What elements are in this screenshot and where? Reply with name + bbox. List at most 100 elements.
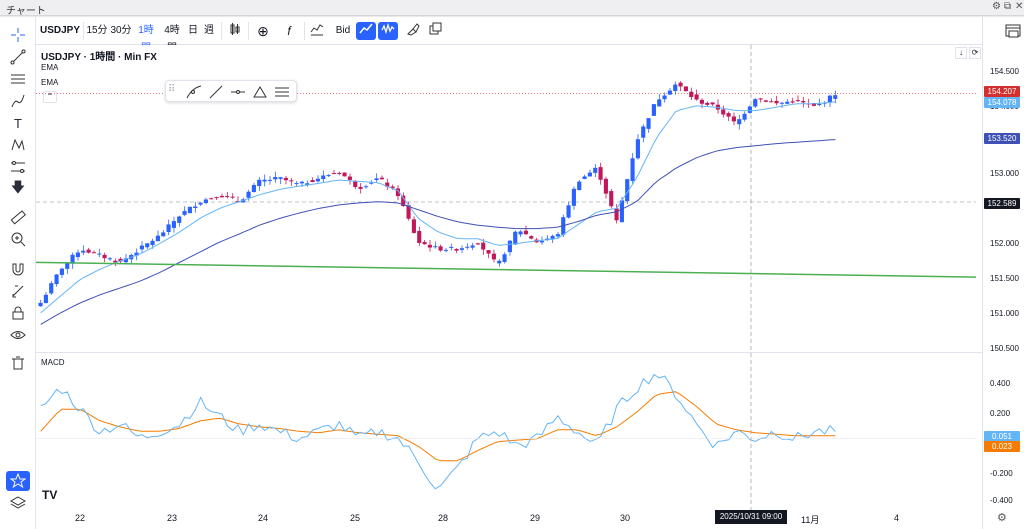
candle [454,248,459,251]
candle [273,176,278,180]
snapshot-icon[interactable] [426,22,444,40]
lock-icon[interactable] [6,303,30,323]
candle [43,294,48,304]
line-tool-icon[interactable] [208,84,224,100]
candle [406,205,411,219]
candle [347,176,352,180]
interval-4h[interactable]: 4時間 [164,25,180,54]
pen-tool-icon[interactable] [6,91,30,111]
candle [214,197,219,199]
candle [209,198,214,200]
indicators-icon[interactable]: f [287,24,291,38]
candle [539,240,544,243]
drag-handle-icon[interactable]: ⠿ [168,84,176,95]
popout-icon[interactable]: ⧉ [1004,1,1012,12]
layers-icon[interactable] [6,493,30,513]
interval-1h[interactable]: 1時間 [138,25,154,54]
ema-fast-label[interactable]: EMA [41,63,59,72]
line-chart-icon[interactable] [356,22,376,40]
brush-icon[interactable] [404,22,422,40]
macd-label[interactable]: MACD [41,358,65,367]
candle [91,252,96,254]
trendline-tool-icon[interactable] [6,47,30,67]
candle [118,258,123,262]
candle-type-icon[interactable] [226,22,244,40]
time-tick: 29 [530,513,541,523]
collapse-legend-button[interactable]: ⌃ [43,91,57,103]
channel-tool-icon[interactable] [274,84,290,100]
symbol-selector[interactable]: USDJPY [40,25,81,36]
interval-day[interactable]: 日 [188,25,198,36]
add-compare-icon[interactable]: ⊕ [257,23,269,39]
pattern-tool-icon[interactable] [6,135,30,155]
wave-chart-icon[interactable] [378,22,398,40]
candle [251,185,256,193]
interval-30m[interactable]: 30分 [110,25,132,36]
candle [801,100,806,103]
price-tick: 152.000 [990,239,1019,248]
candle [550,235,555,239]
horizontal-lines-icon[interactable] [6,69,30,89]
candle [326,175,331,177]
chart-legend-title: USDJPY · 1時間 · Min FX [41,52,157,63]
window-titlebar: チャート ⚙ ⧉ ✕ [0,0,1024,17]
hline-tool-icon[interactable] [230,84,246,100]
candle [225,195,230,197]
candle [230,196,235,198]
axis-settings-icon[interactable]: ⚙ [997,512,1007,524]
trash-icon[interactable] [6,353,30,373]
close-icon[interactable]: ✕ [1015,1,1024,12]
ruler-icon[interactable] [6,207,30,227]
candle [49,283,54,294]
candle [630,158,635,181]
eye-icon[interactable] [6,325,30,345]
candle [582,176,587,179]
interval-15m[interactable]: 15分 [86,25,108,36]
download-icon[interactable]: ↓ [955,47,967,59]
chart-area[interactable] [35,45,982,529]
candle [363,186,368,188]
lock-drawings-icon[interactable] [6,281,30,301]
candle [374,178,379,181]
candle [833,95,838,99]
curve-tool-icon[interactable] [186,84,202,100]
candle [673,84,678,91]
arrow-down-icon[interactable]: 🡇 [10,179,26,195]
candle [342,172,347,177]
candle [566,205,571,218]
magnet-icon[interactable] [6,259,30,279]
candle [465,246,470,248]
settings-icon[interactable]: ⚙ [992,1,1001,12]
candle [502,254,507,262]
zoom-in-icon[interactable] [6,229,30,249]
candle [385,182,390,187]
candle [294,183,299,185]
refresh-icon[interactable]: ⟳ [969,47,981,59]
ema-slow-label[interactable]: EMA [41,78,59,87]
layout-icon[interactable] [1005,23,1021,39]
crosshair-icon[interactable] [6,25,30,45]
templates-icon[interactable] [308,22,326,40]
candle [598,167,603,180]
text-tool-icon[interactable]: T [14,115,22,131]
bid-toggle[interactable]: Bid [335,25,351,36]
candle [449,246,454,248]
signal-line [40,391,836,462]
fill-tool-icon[interactable] [252,84,268,100]
favorites-star-icon[interactable] [6,471,30,491]
candle [59,268,64,275]
time-tick: 25 [350,513,361,523]
candle [369,182,374,184]
pane-separator[interactable] [36,352,982,353]
interval-week[interactable]: 週 [204,25,214,36]
candle [161,232,166,237]
candle [699,99,704,104]
candle [337,172,342,174]
prediction-tool-icon[interactable] [6,157,30,177]
candle [107,258,112,260]
candle [443,249,448,251]
candle [38,302,43,307]
crosshair-date-badge: 2025/10/31 09:00 [715,510,787,524]
macd-value-badge: 0.051 [984,431,1020,442]
chart-canvas[interactable] [35,45,982,529]
